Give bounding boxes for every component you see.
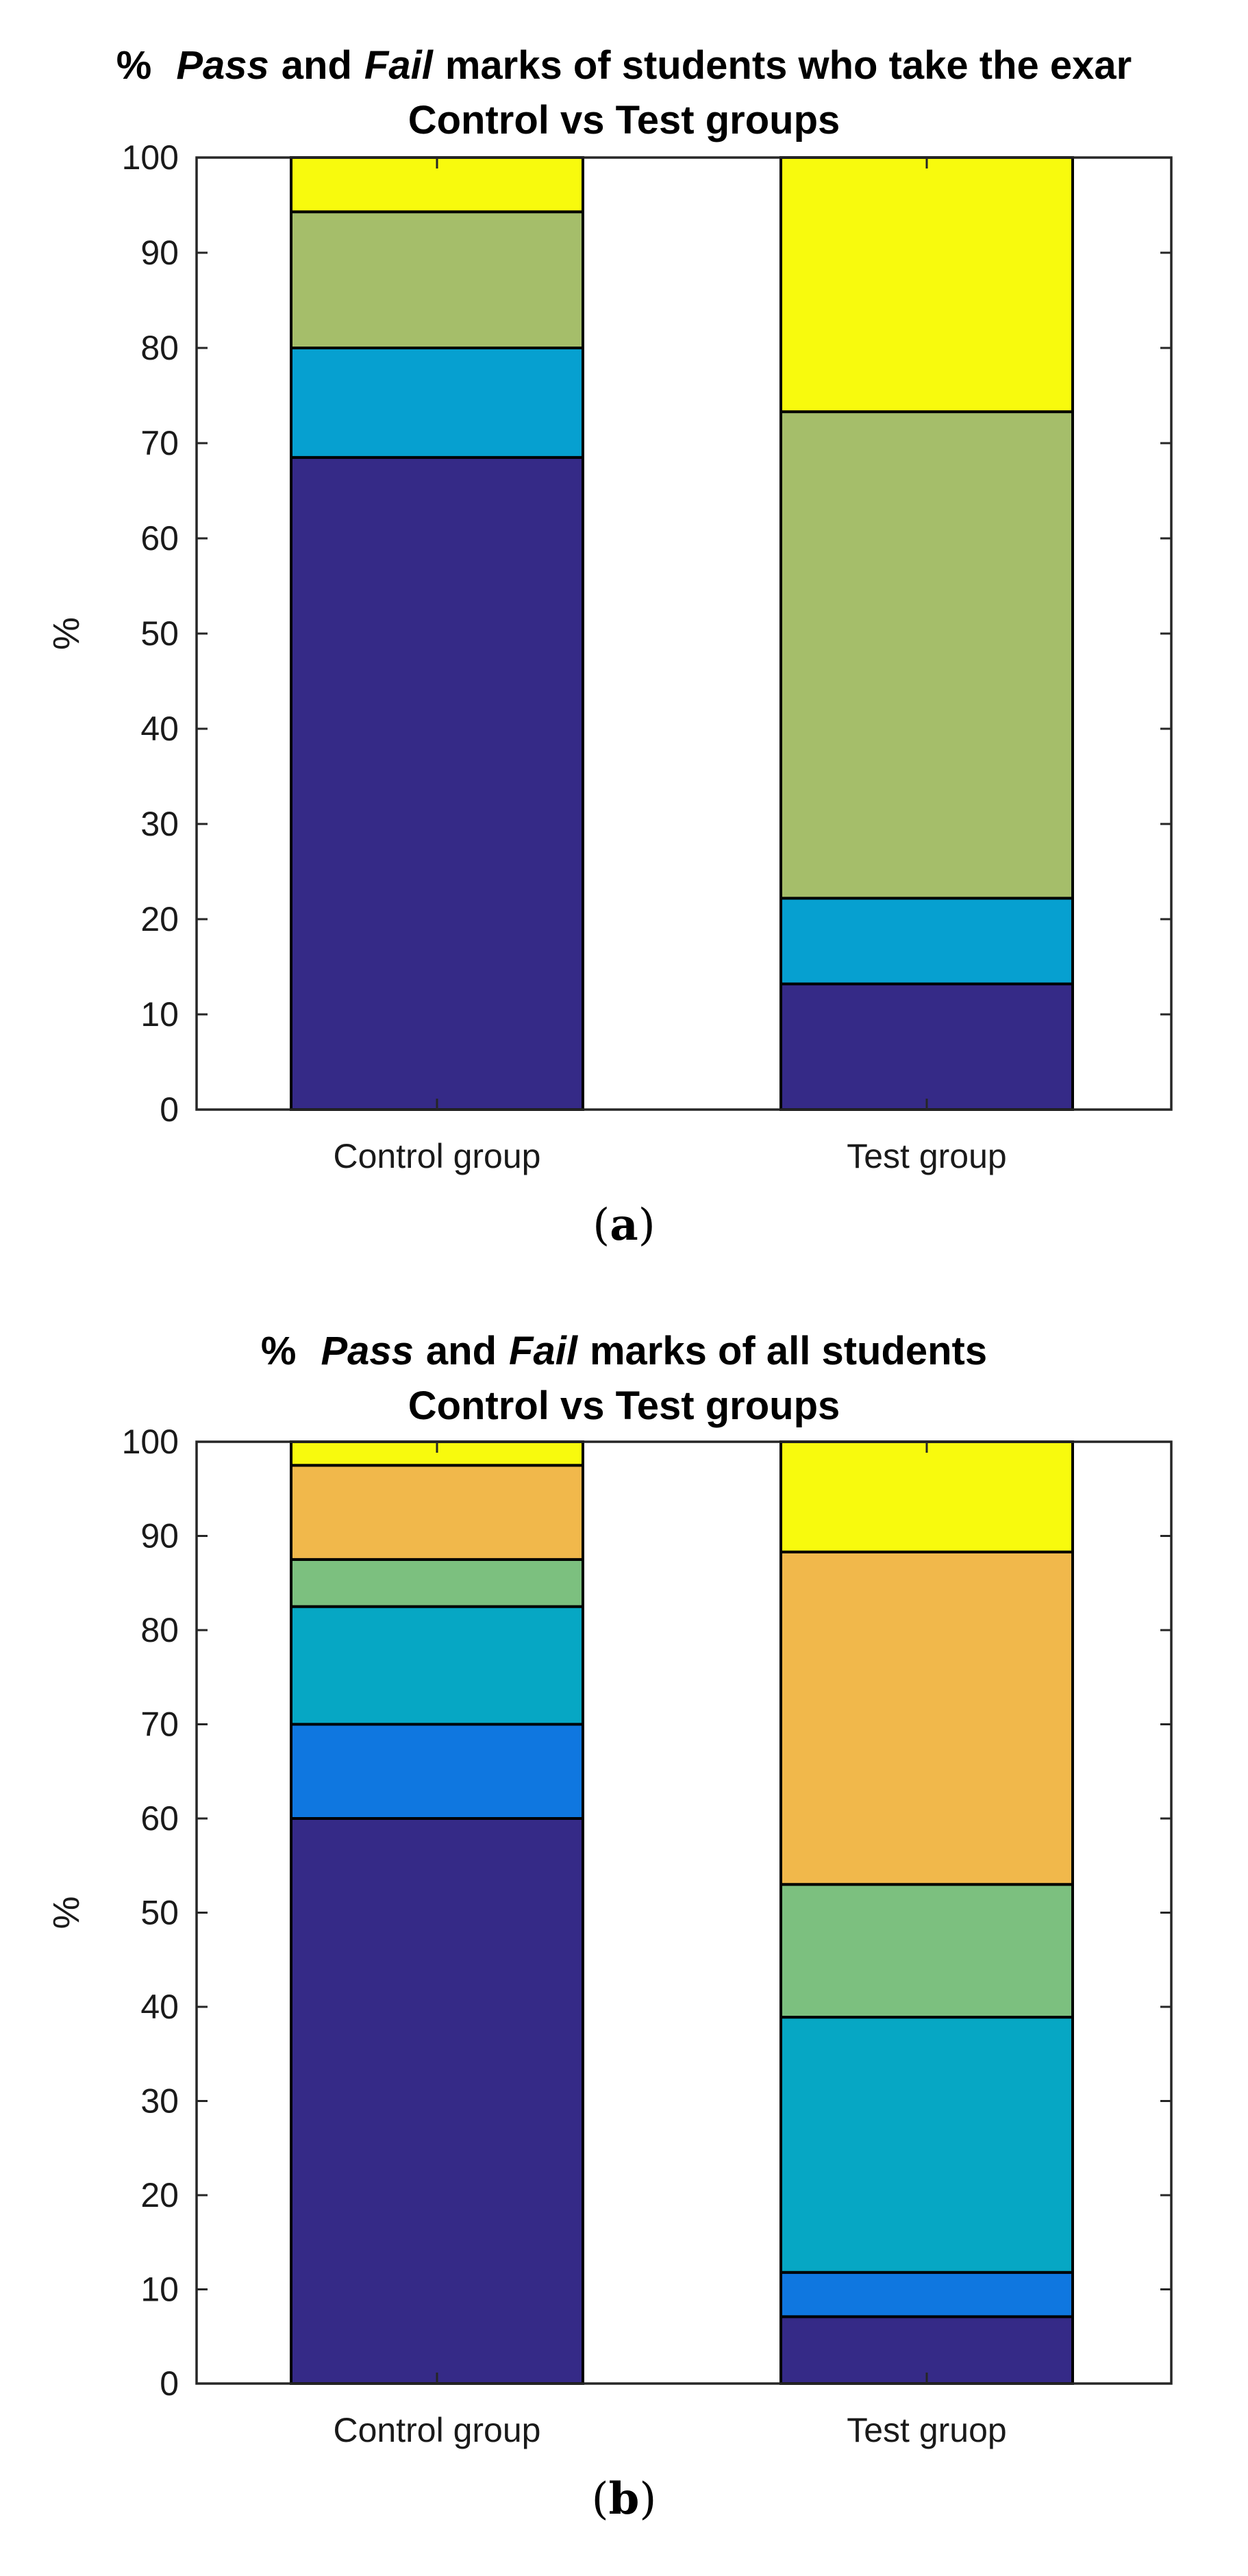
bar-segment-test-3 (779, 410, 1074, 900)
chart-title-word: Pass (321, 1329, 413, 1373)
bar-segment-control-2 (290, 347, 584, 459)
bar-segment-control-3 (290, 1605, 584, 1726)
chart-panel-2: % Pass and Fail marks of all students Control… (46, 1329, 1173, 2525)
y-axis-label: % (46, 1896, 87, 1929)
bar-segment-control-4 (290, 1558, 584, 1608)
bar-segment-control-2 (290, 1723, 584, 1820)
chart-title-word: and (426, 1329, 497, 1373)
caption-letter: b (609, 2473, 640, 2525)
chart-title-word: Pass (176, 43, 269, 88)
bar-segment-test-1 (779, 2315, 1074, 2385)
chart-panel-1: % Pass and Fail marks of students who take t… (46, 43, 1173, 1251)
bar-segment-test-1 (779, 982, 1074, 1112)
y-tick-label: 90 (140, 1517, 179, 1555)
y-tick-label: 100 (122, 1423, 179, 1461)
caption-paren-close: ) (639, 2474, 656, 2525)
y-tick-label: 50 (140, 1894, 179, 1932)
y-tick-label: 90 (140, 234, 179, 272)
y-tick-label: 60 (140, 1799, 179, 1838)
y-tick-label: 0 (160, 2364, 179, 2403)
chart-title-line1: % Pass and Fail marks of all students (261, 1329, 987, 1373)
y-tick-label: 20 (140, 900, 179, 938)
bar-segment-test-5 (779, 1550, 1074, 1886)
bar-segment-test-6 (779, 1440, 1074, 1553)
y-tick-label: 70 (140, 1705, 179, 1744)
bar-segment-test-3 (779, 2016, 1074, 2274)
y-tick-label: 10 (140, 2271, 179, 2309)
chart-title-line2: Control vs Test groups (408, 1384, 840, 1428)
bar-segment-test-2 (779, 897, 1074, 986)
chart-title-line2: Control vs Test groups (408, 98, 840, 142)
caption-paren-close: ) (638, 1200, 656, 1251)
chart-title-word: % (261, 1329, 297, 1373)
bar-segment-test-4 (779, 1883, 1074, 2019)
bar-segment-test-4 (779, 156, 1074, 414)
caption-paren-open: ( (592, 2474, 609, 2525)
y-tick-label: 50 (140, 614, 179, 653)
panel-caption: (b) (592, 2473, 657, 2525)
panel-caption: (a) (592, 1199, 655, 1251)
y-tick-label: 80 (140, 329, 179, 367)
bar-segment-control-5 (290, 1464, 584, 1561)
x-tick-label: Test group (847, 1137, 1006, 1175)
y-tick-label: 0 (160, 1090, 179, 1129)
bar-segment-control-3 (290, 210, 584, 350)
y-tick-label: 80 (140, 1611, 179, 1649)
x-tick-label: Control group (334, 2411, 541, 2449)
chart-title-word: and (282, 43, 352, 88)
y-tick-label: 70 (140, 424, 179, 462)
y-tick-label: 10 (140, 995, 179, 1034)
y-tick-label: 20 (140, 2176, 179, 2214)
y-axis-label: % (46, 617, 87, 650)
chart-title-word: marks of students who take the exar (445, 43, 1132, 88)
y-tick-label: 100 (122, 138, 179, 177)
y-tick-label: 40 (140, 710, 179, 748)
bar-segment-control-1 (290, 1817, 584, 2385)
caption-letter: a (610, 1199, 638, 1251)
chart-title-word: Fail (364, 43, 434, 88)
y-tick-label: 40 (140, 1988, 179, 2026)
bar-segment-test-2 (779, 2271, 1074, 2318)
caption-paren-open: ( (592, 1200, 610, 1251)
chart-title-word: % (116, 43, 152, 88)
y-tick-label: 60 (140, 519, 179, 558)
chart-title-line1: % Pass and Fail marks of students who take t… (116, 43, 1132, 88)
x-tick-label: Test gruop (847, 2411, 1006, 2449)
chart-title-word: marks of all students (590, 1329, 987, 1373)
y-tick-label: 30 (140, 805, 179, 843)
chart-title-word: Fail (509, 1329, 579, 1373)
bar-segment-control-1 (290, 455, 584, 1111)
y-tick-label: 30 (140, 2082, 179, 2121)
x-tick-label: Control group (334, 1137, 541, 1175)
